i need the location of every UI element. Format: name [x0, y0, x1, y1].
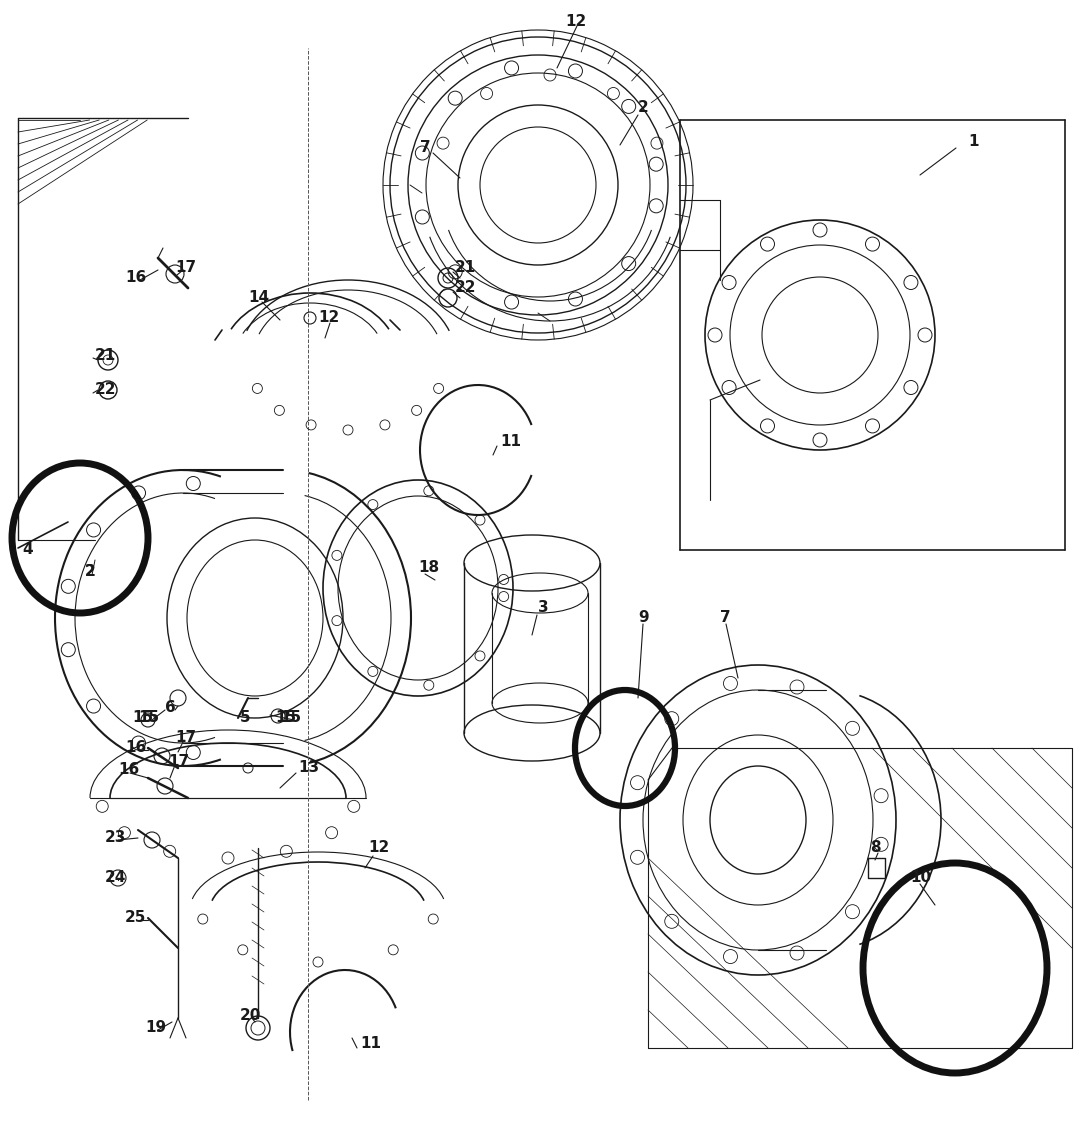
Text: 17: 17	[168, 755, 190, 770]
Text: 2: 2	[85, 564, 96, 580]
Text: 15: 15	[138, 710, 159, 725]
Text: 15: 15	[275, 710, 296, 725]
Text: 7: 7	[420, 141, 431, 156]
Text: 8: 8	[870, 841, 881, 856]
Text: 22: 22	[95, 382, 117, 397]
Text: 19: 19	[145, 1020, 166, 1035]
Text: 4: 4	[22, 542, 33, 557]
Text: 18: 18	[417, 561, 439, 575]
Text: 21: 21	[455, 261, 476, 276]
Text: 15: 15	[132, 710, 153, 725]
Text: 6: 6	[165, 700, 175, 715]
Text: 1: 1	[968, 135, 979, 150]
Text: 12: 12	[565, 15, 586, 30]
Text: 10: 10	[910, 871, 931, 885]
Text: 14: 14	[249, 291, 269, 305]
Text: 3: 3	[538, 601, 548, 615]
Text: 16: 16	[125, 740, 146, 755]
Text: 20: 20	[240, 1008, 262, 1023]
Text: 17: 17	[175, 731, 196, 746]
Text: 2: 2	[638, 101, 649, 116]
Text: 12: 12	[368, 841, 389, 856]
Text: 23: 23	[105, 831, 126, 845]
Text: 2: 2	[85, 564, 96, 580]
Text: 12: 12	[318, 310, 339, 326]
Text: 25: 25	[125, 911, 146, 925]
Text: 17: 17	[175, 261, 196, 276]
Text: 11: 11	[360, 1036, 381, 1051]
Text: 21: 21	[95, 348, 117, 363]
Text: 16: 16	[118, 763, 140, 778]
Text: 24: 24	[105, 871, 126, 885]
Text: 11: 11	[500, 435, 521, 450]
Text: 22: 22	[455, 280, 476, 295]
Text: 5: 5	[240, 710, 251, 725]
Text: 13: 13	[298, 761, 319, 776]
Text: 7: 7	[720, 611, 730, 626]
Text: 15: 15	[280, 710, 301, 725]
Text: 9: 9	[638, 611, 649, 626]
Text: 16: 16	[125, 270, 146, 286]
